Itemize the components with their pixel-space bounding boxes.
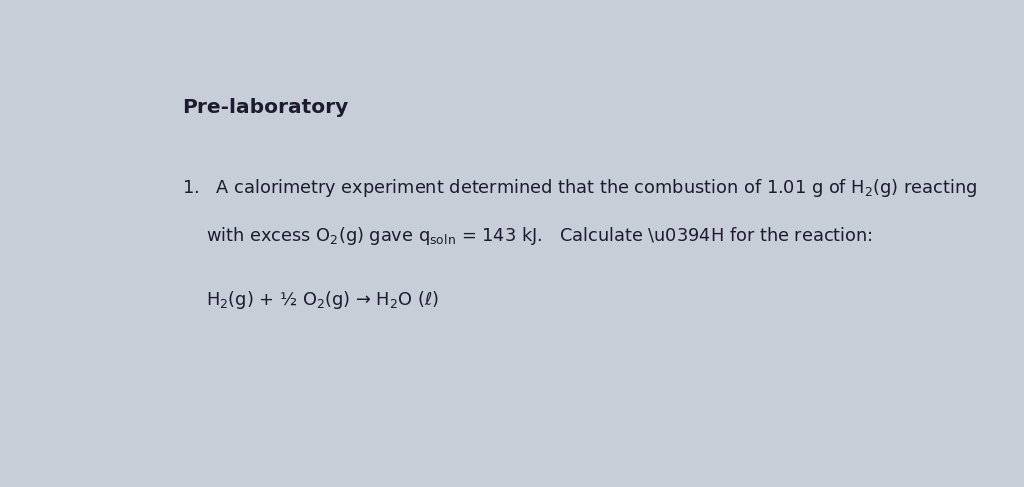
Text: H$_2$(g) + ½ O$_2$(g) → H$_2$O (ℓ): H$_2$(g) + ½ O$_2$(g) → H$_2$O (ℓ) (206, 289, 439, 311)
Text: 1.   A calorimetry experiment determined that the combustion of 1.01 g of H$_2$(: 1. A calorimetry experiment determined t… (182, 177, 977, 199)
Text: Pre-laboratory: Pre-laboratory (182, 98, 348, 117)
Text: with excess O$_2$(g) gave q$_{\mathsf{soln}}$ = 143 kJ.   Calculate \u0394H for : with excess O$_2$(g) gave q$_{\mathsf{so… (206, 225, 872, 247)
